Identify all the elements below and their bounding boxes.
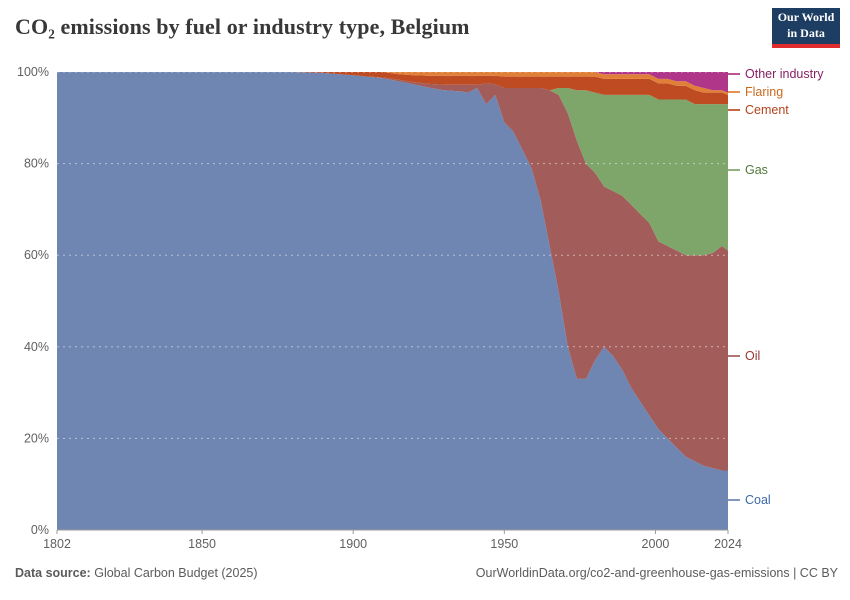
area-other_industry[interactable] <box>57 72 728 93</box>
owid-logo-line1: Our World <box>777 10 835 25</box>
page-title: CO₂ emissions by fuel or industry type, … <box>15 14 470 39</box>
x-tick-label: 1950 <box>490 537 518 551</box>
legend-item-cement[interactable]: Cement <box>728 103 789 117</box>
legend-item-flaring[interactable]: Flaring <box>728 85 783 99</box>
x-tick-label: 1850 <box>188 537 216 551</box>
x-tick-label: 1802 <box>43 537 71 551</box>
legend-label: Flaring <box>745 85 784 99</box>
legend-label: Coal <box>745 493 771 507</box>
y-tick-label: 80% <box>24 157 49 171</box>
legend-label: Other industry <box>745 67 824 81</box>
legend-item-oil[interactable]: Oil <box>728 349 760 363</box>
y-tick-label: 60% <box>24 248 49 262</box>
legend-label: Gas <box>745 163 768 177</box>
data-source: Data source: Global Carbon Budget (2025) <box>15 566 258 580</box>
legend-tick-line <box>728 499 740 501</box>
x-tick-label: 2000 <box>642 537 670 551</box>
y-tick-label: 40% <box>24 340 49 354</box>
y-tick-label: 0% <box>31 523 49 537</box>
credit-link[interactable]: OurWorldinData.org/co2-and-greenhouse-ga… <box>475 566 838 580</box>
legend-tick-line <box>728 91 740 93</box>
legend-tick-line <box>728 169 740 171</box>
legend-item-gas[interactable]: Gas <box>728 163 768 177</box>
x-tick-label: 2024 <box>714 537 742 551</box>
data-source-label: Data source: <box>15 566 91 580</box>
legend-label: Cement <box>745 103 789 117</box>
legend-tick-line <box>728 109 740 111</box>
legend-tick-line <box>728 355 740 357</box>
chart-footer: Data source: Global Carbon Budget (2025)… <box>15 566 838 580</box>
owid-logo-line2: in Data <box>787 26 825 40</box>
area-gas[interactable] <box>57 72 728 256</box>
legend-label: Oil <box>745 349 761 363</box>
owid-logo[interactable]: Our World in Data <box>772 8 840 48</box>
area-coal[interactable] <box>57 72 728 530</box>
legend-item-coal[interactable]: Coal <box>728 493 771 507</box>
data-source-value: Global Carbon Budget (2025) <box>94 566 258 580</box>
y-tick-label: 100% <box>17 65 49 79</box>
legend-tick-line <box>728 73 740 75</box>
x-tick-label: 1900 <box>339 537 367 551</box>
y-tick-label: 20% <box>24 431 49 445</box>
area-oil[interactable] <box>57 72 728 471</box>
chart-legend: Other industry Flaring Cement Gas Oil Coal <box>728 0 850 560</box>
legend-item-other_industry[interactable]: Other industry <box>728 67 824 81</box>
area-cement[interactable] <box>57 72 728 105</box>
